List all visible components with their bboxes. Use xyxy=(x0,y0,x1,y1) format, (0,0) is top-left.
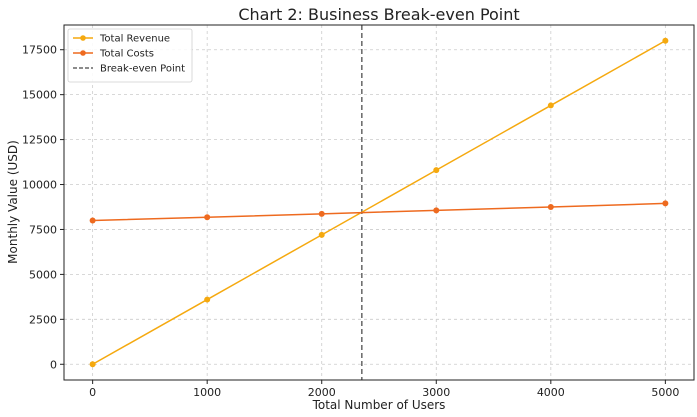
y-tick-label-2: 5000 xyxy=(29,268,57,281)
x-axis-title: Total Number of Users xyxy=(312,398,446,412)
series-1-point-3 xyxy=(433,207,440,214)
series-0-point-3 xyxy=(433,167,440,174)
legend-marker-0 xyxy=(80,35,86,41)
y-tick-label-5: 12500 xyxy=(22,134,57,147)
y-axis-title: Monthly Value (USD) xyxy=(6,140,20,264)
series-0-point-0 xyxy=(89,361,96,368)
series-0-point-2 xyxy=(318,231,325,238)
legend-box xyxy=(67,28,193,83)
y-tick-label-6: 15000 xyxy=(22,89,57,102)
series-1-point-1 xyxy=(204,214,211,221)
x-tick-label-2: 2000 xyxy=(308,386,336,399)
series-line-1 xyxy=(92,202,666,222)
x-axis-ticks: 0 1000 2000 3000 4000 5000 xyxy=(89,380,679,399)
y-axis-ticks: 0 2500 5000 7500 10000 12500 15000 17500 xyxy=(22,44,64,371)
x-tick-label-0: 0 xyxy=(89,386,96,399)
series-0-point-4 xyxy=(547,102,554,109)
y-tick-label-4: 10000 xyxy=(22,179,57,192)
plot-frame xyxy=(63,24,695,381)
series-points xyxy=(89,37,669,368)
x-tick-label-4: 4000 xyxy=(537,386,565,399)
y-tick-label-1: 2500 xyxy=(29,313,57,326)
x-tick-label-5: 5000 xyxy=(651,386,679,399)
y-tick-label-7: 17500 xyxy=(22,44,57,57)
y-tick-label-0: 0 xyxy=(50,358,57,371)
series-0-point-1 xyxy=(204,296,211,303)
series-0-point-5 xyxy=(662,37,669,44)
legend-marker-1 xyxy=(80,50,86,56)
series-1-point-5 xyxy=(662,200,669,207)
series-lines xyxy=(92,40,666,365)
x-tick-label-1: 1000 xyxy=(193,386,221,399)
legend: Total Revenue Total Costs Break-even Point xyxy=(67,28,193,83)
series-1-point-0 xyxy=(89,217,96,224)
legend-label-0: Total Revenue xyxy=(99,34,170,45)
chart-title: Chart 2: Business Break-even Point xyxy=(238,5,519,24)
legend-label-2: Break-even Point xyxy=(100,64,185,75)
grid xyxy=(64,25,694,380)
y-tick-label-3: 7500 xyxy=(29,223,57,236)
series-1-point-4 xyxy=(547,203,554,210)
series-1-point-2 xyxy=(318,210,325,217)
x-tick-label-3: 3000 xyxy=(422,386,450,399)
legend-label-1: Total Costs xyxy=(99,49,154,60)
series-line-0 xyxy=(92,40,666,365)
